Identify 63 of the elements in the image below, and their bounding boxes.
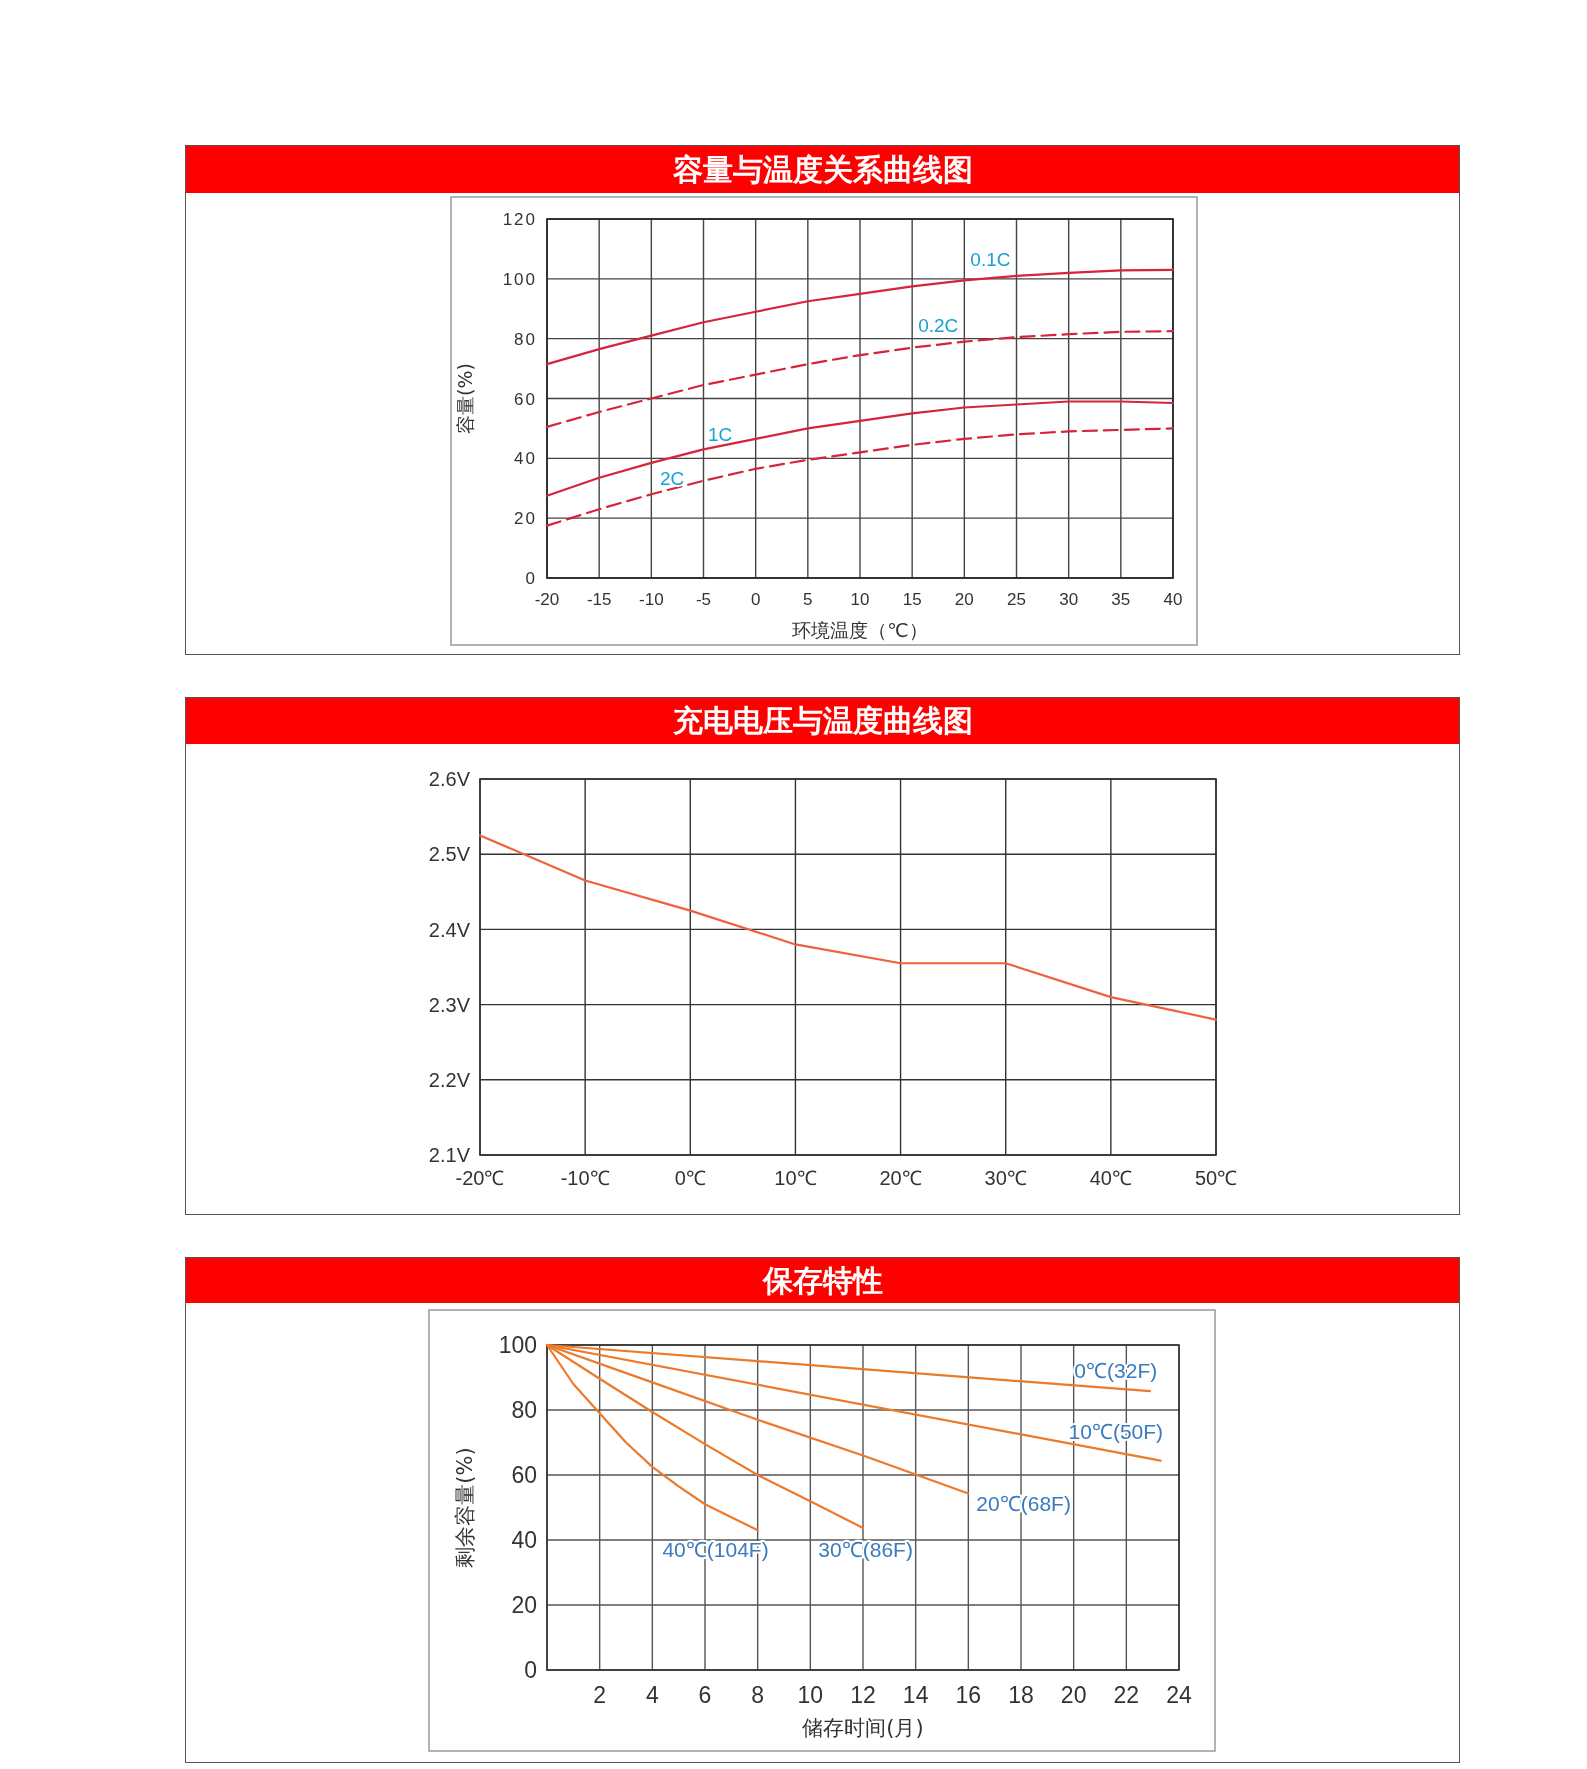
x-tick-label: -20℃ [455,1167,505,1189]
chart-title: 充电电压与温度曲线图 [186,698,1459,744]
x-tick-label: 15 [902,590,922,609]
x-axis-title: 储存时间(月) [802,1716,924,1740]
y-tick-label: 2.1V [428,1144,471,1167]
x-tick-label: 10 [797,1682,824,1708]
y-axis-title: 剩余容量(%) [453,1447,477,1568]
x-tick-label: 20℃ [879,1167,922,1189]
y-tick-label: 2.3V [428,993,471,1016]
x-tick-label: -5 [695,590,712,609]
x-tick-label: 0℃ [674,1167,706,1189]
x-tick-label: 40 [1163,590,1183,609]
y-tick-label: 2.2V [428,1069,471,1091]
x-tick-label: 4 [645,1682,659,1708]
y-tick-label: 0 [524,1657,537,1684]
x-tick-label: 35 [1111,590,1131,609]
x-tick-label: 22 [1113,1682,1140,1708]
chart-title: 容量与温度关系曲线图 [186,146,1459,193]
x-tick-label: -10 [639,590,664,609]
x-tick-label: 50℃ [1194,1167,1238,1189]
x-tick-label: 14 [902,1682,929,1708]
annotation: 0.1C [970,249,1011,271]
x-tick-label: 12 [850,1682,876,1708]
x-tick-label: 24 [1166,1682,1192,1708]
y-tick-label: 80 [514,329,537,349]
x-tick-label: 30℃ [984,1167,1027,1189]
y-tick-label: 2.5V [428,843,471,866]
y-tick-label: 2.4V [428,918,471,941]
x-tick-label: -10℃ [560,1167,610,1189]
y-tick-label: 0 [525,569,537,589]
x-tick-label: 10℃ [774,1167,817,1189]
x-tick-label: -20 [534,590,560,609]
y-tick-label: 20 [511,1592,537,1619]
x-tick-label: 40℃ [1089,1167,1132,1189]
y-tick-label: 120 [502,210,537,230]
chart-title: 保存特性 [186,1258,1459,1303]
x-tick-label: 16 [955,1682,982,1708]
y-tick-label: 2.6V [428,768,471,791]
y-tick-label: 60 [514,389,537,409]
x-tick-label: 20 [1060,1682,1087,1708]
x-tick-label: 30 [1059,590,1079,609]
x-tick-label: 18 [1008,1682,1034,1708]
y-tick-label: 40 [514,449,537,469]
annotation: 0.2C [918,315,959,337]
annotation: 2C [660,467,685,489]
x-tick-label: -15 [586,590,612,609]
y-tick-label: 100 [502,269,537,289]
x-tick-label: 20 [954,590,974,609]
y-tick-label: 40 [511,1527,537,1554]
x-tick-label: 25 [1007,590,1026,609]
x-tick-label: 2 [593,1682,607,1708]
x-tick-label: 6 [698,1682,712,1708]
y-tick-label: 80 [511,1397,537,1424]
x-tick-label: 5 [803,590,813,609]
y-tick-label: 60 [511,1462,537,1489]
x-tick-label: 0 [750,590,761,609]
y-tick-label: 20 [514,509,537,529]
x-tick-label: 10 [850,590,870,609]
y-axis-title: 容量(%) [454,363,476,434]
x-axis-title: 环境温度（℃） [792,619,928,641]
annotation: 1C [708,424,733,446]
y-tick-label: 100 [498,1332,537,1359]
x-tick-label: 8 [751,1682,765,1708]
